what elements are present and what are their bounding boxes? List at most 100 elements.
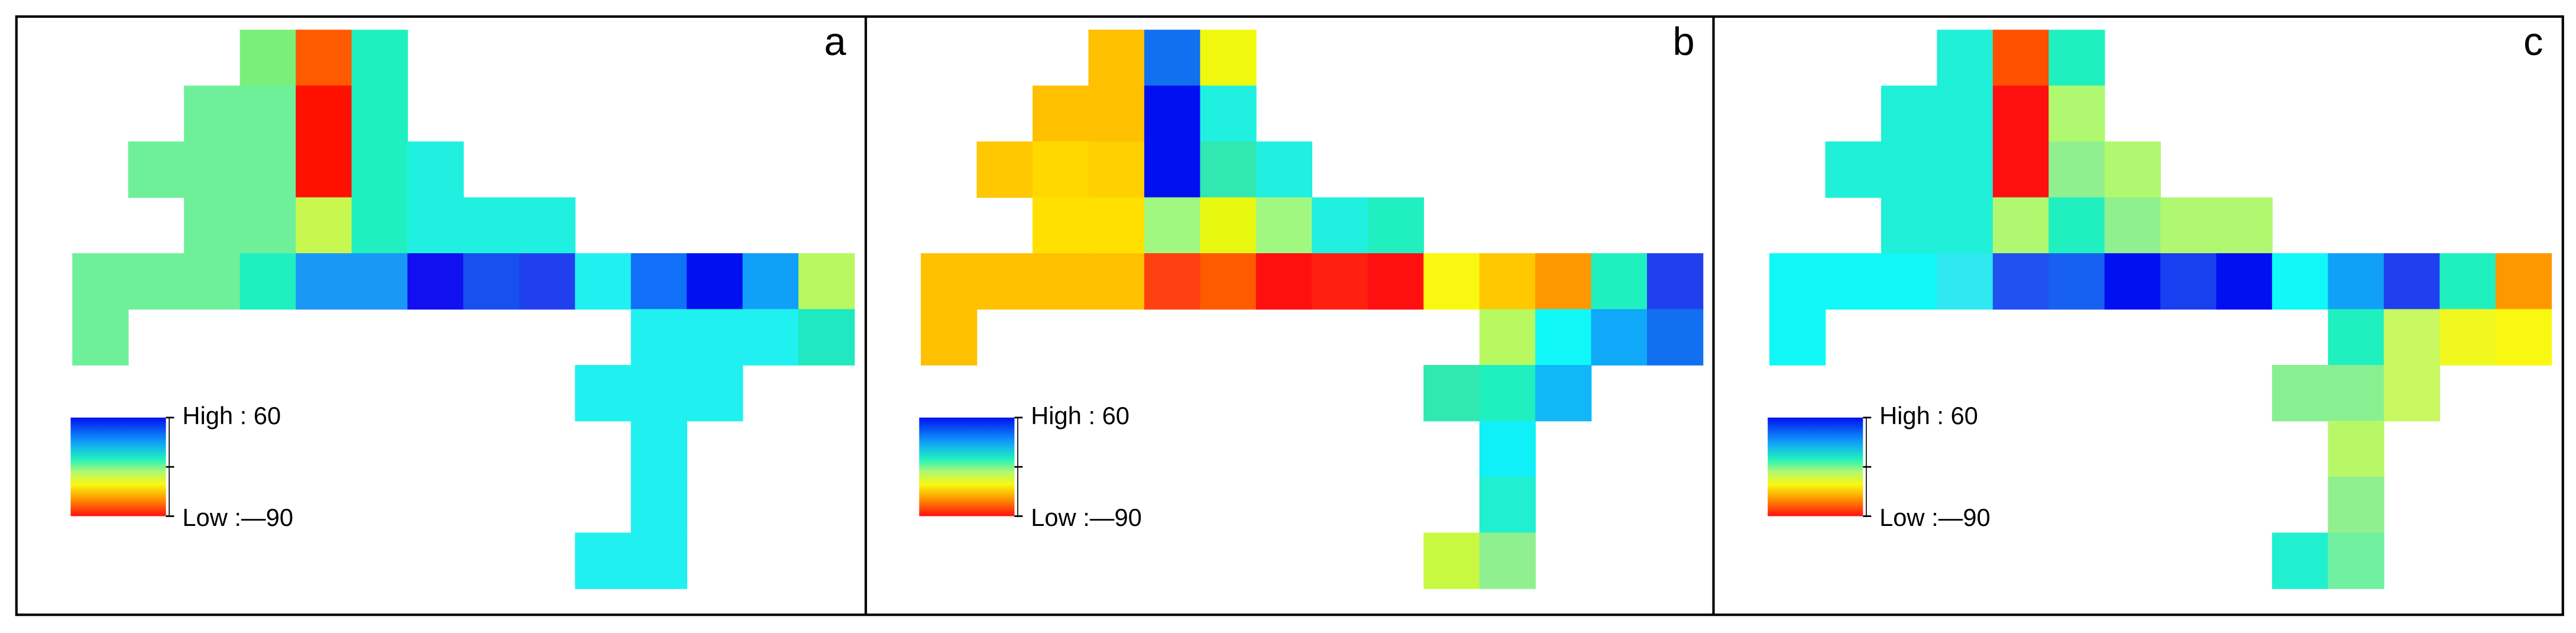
legend-high: High : 60 — [182, 402, 281, 429]
cell — [184, 253, 241, 310]
cell — [1479, 364, 1536, 422]
cell — [2048, 30, 2105, 86]
cell — [2048, 141, 2105, 198]
cell — [2328, 309, 2384, 366]
cell — [1033, 85, 1089, 142]
cell — [1825, 141, 1882, 198]
cell — [2328, 476, 2384, 534]
cell — [1255, 197, 1313, 254]
cell — [575, 364, 632, 422]
cell — [240, 253, 296, 310]
cell — [1423, 532, 1480, 589]
cell — [1535, 253, 1592, 310]
cell — [1144, 141, 1201, 198]
cell — [1423, 364, 1480, 422]
cell — [1144, 30, 1201, 86]
panel-label: a — [824, 20, 847, 64]
cell — [2048, 85, 2105, 142]
cell — [519, 253, 576, 310]
cell — [1200, 141, 1257, 198]
cell — [976, 141, 1033, 198]
cell — [240, 85, 296, 142]
cell — [1312, 253, 1368, 310]
cell — [798, 309, 855, 366]
cell — [1033, 253, 1089, 310]
panel-label: b — [1672, 20, 1694, 64]
cell — [2216, 253, 2273, 310]
cell — [2328, 532, 2384, 589]
panel-label: c — [2523, 20, 2543, 64]
cell — [2328, 253, 2384, 310]
cell — [2495, 253, 2552, 310]
cell — [72, 309, 129, 366]
cell — [1088, 30, 1145, 86]
cell — [519, 197, 576, 254]
cell — [296, 253, 352, 310]
cell — [1367, 197, 1425, 254]
cell — [1881, 85, 1938, 142]
cell — [1992, 197, 2050, 254]
cell — [1825, 253, 1882, 310]
cell — [1937, 253, 1994, 310]
cell — [742, 309, 799, 366]
cell — [1535, 309, 1592, 366]
cell — [1992, 141, 2050, 198]
cell — [1937, 141, 1994, 198]
cell — [1200, 30, 1257, 86]
cell — [2048, 197, 2105, 254]
cell — [2216, 197, 2273, 254]
cell — [2104, 141, 2161, 198]
cell — [1992, 30, 2050, 86]
cell — [2439, 309, 2496, 366]
cell — [1144, 197, 1201, 254]
cell — [630, 253, 688, 310]
cell — [128, 253, 185, 310]
cell — [1881, 197, 1938, 254]
cell — [407, 197, 464, 254]
legend-low: Low :—90 — [1879, 503, 1991, 531]
cell — [1367, 253, 1425, 310]
cell — [351, 141, 408, 198]
cell — [1992, 253, 2050, 310]
cell — [687, 309, 743, 366]
cell — [1200, 253, 1257, 310]
cell — [1647, 253, 1704, 310]
cell — [2104, 253, 2161, 310]
frame — [15, 15, 2564, 616]
legend-bar — [70, 417, 166, 516]
cell — [1423, 253, 1480, 310]
cell — [1479, 253, 1536, 310]
cell — [351, 197, 408, 254]
legend-bar — [919, 417, 1015, 516]
cell — [463, 197, 520, 254]
cell — [1535, 364, 1592, 422]
cell — [2328, 421, 2384, 477]
legend-low: Low :—90 — [182, 503, 293, 531]
cell — [184, 197, 241, 254]
cell — [1591, 309, 1648, 366]
cell — [240, 30, 296, 86]
cell — [1088, 197, 1145, 254]
cell — [1479, 476, 1536, 534]
cell — [2048, 253, 2105, 310]
cell — [1200, 85, 1257, 142]
cell — [296, 30, 352, 86]
cell — [1144, 253, 1201, 310]
cell — [1479, 532, 1536, 589]
cell — [1088, 253, 1145, 310]
cell — [2383, 364, 2441, 422]
cell — [1033, 141, 1089, 198]
cell — [240, 197, 296, 254]
cell — [976, 253, 1033, 310]
cell — [407, 253, 464, 310]
cell — [2383, 309, 2441, 366]
cell — [1479, 421, 1536, 477]
cell — [240, 141, 296, 198]
cell — [687, 253, 743, 310]
cell — [1937, 197, 1994, 254]
cell — [296, 197, 352, 254]
cell — [630, 532, 688, 589]
cell — [1479, 309, 1536, 366]
legend-low: Low :—90 — [1031, 503, 1142, 531]
cell — [2383, 253, 2441, 310]
